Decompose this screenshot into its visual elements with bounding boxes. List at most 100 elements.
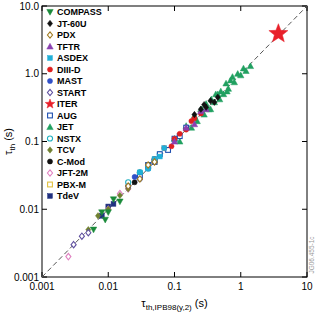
legend-marker [47, 89, 52, 95]
legend-label: TdeV [57, 191, 79, 201]
data-point [137, 170, 142, 175]
data-point [183, 124, 189, 130]
legend-label: MAST [57, 76, 83, 86]
data-point [117, 199, 123, 205]
data-point [90, 227, 96, 233]
legend-marker [48, 113, 53, 118]
data-point [231, 79, 237, 85]
x-tick-label: 0.001 [29, 281, 54, 292]
y-tick [42, 141, 47, 142]
legend-label: JET [57, 122, 74, 132]
x-tick [108, 6, 109, 11]
data-point [132, 174, 137, 179]
data-point [146, 162, 151, 168]
legend-marker [47, 9, 53, 15]
data-point [117, 192, 122, 198]
data-point [177, 138, 183, 144]
y-tick-label: 0.01 [20, 204, 40, 215]
data-point [146, 163, 151, 168]
reference-line [42, 6, 307, 277]
legend-marker [45, 99, 55, 108]
legend-label: JFT-2M [57, 168, 88, 178]
data-point [224, 88, 230, 94]
plot-area [42, 6, 307, 277]
data-point [171, 138, 177, 144]
legend-marker [47, 43, 53, 49]
y-tick [42, 73, 47, 74]
legend-marker [47, 147, 52, 153]
x-tick-label: 0.01 [99, 281, 119, 292]
x-tick-label: 0.1 [168, 281, 182, 292]
legend: COMPASSJT-60UPDXTFTRASDEXDIII-DMASTSTART… [45, 7, 102, 201]
data-point [146, 162, 151, 167]
x-tick [174, 6, 175, 11]
legend-label: NSTX [57, 134, 81, 144]
y-tick [302, 277, 307, 278]
data-point [269, 24, 288, 42]
data-point [79, 233, 84, 239]
plot-frame [42, 6, 307, 277]
data-point [212, 99, 217, 105]
data-point [162, 146, 167, 151]
y-tick-label: 0.001 [14, 272, 39, 283]
y-tick [42, 6, 47, 7]
legend-marker [48, 56, 53, 61]
data-point [86, 230, 91, 236]
data-point [146, 163, 151, 168]
y-tick [302, 209, 307, 210]
x-tick-label: 1 [238, 281, 244, 292]
data-point [247, 63, 253, 69]
y-tick-label: 10.0 [20, 1, 40, 12]
legend-label: DIII-D [57, 65, 81, 75]
data-point [152, 159, 157, 165]
legend-marker [47, 78, 52, 83]
y-tick-label: 1.0 [25, 68, 39, 79]
y-tick-label: 0.1 [25, 136, 39, 147]
x-tick [174, 272, 175, 277]
legend-marker [47, 136, 52, 141]
chart: 0.0010.010.11100.0010.010.11.010.0τth,IP… [0, 0, 317, 317]
data-point [169, 144, 174, 149]
data-point [215, 94, 220, 100]
legend-marker [47, 170, 52, 176]
label-part: (s) [192, 297, 208, 309]
data-point [162, 146, 167, 151]
label-sub: th,IPB98(y,2) [146, 303, 192, 312]
y-tick [42, 209, 47, 210]
data-point [95, 213, 100, 219]
y-axis-label: τth (s) [2, 128, 17, 155]
annotation: JG06.455-1c [308, 236, 315, 274]
label-sub: th [8, 144, 17, 151]
data-point [110, 197, 116, 203]
x-tick [240, 6, 241, 11]
data-point [137, 170, 142, 175]
data-point [202, 101, 207, 107]
data-point [99, 210, 105, 216]
data-point [137, 176, 142, 182]
x-tick [42, 6, 43, 11]
legend-label: TCV [57, 145, 75, 155]
legend-label: COMPASS [57, 7, 102, 17]
x-tick [108, 272, 109, 277]
legend-label: START [57, 88, 87, 98]
legend-marker [47, 32, 52, 38]
label-part: (s) [2, 128, 14, 144]
legend-label: PBX-M [57, 180, 86, 190]
data-point [126, 183, 131, 188]
legend-label: AUG [57, 111, 77, 121]
data-point [152, 159, 157, 164]
x-tick-label: 10 [301, 281, 313, 292]
y-tick [302, 73, 307, 74]
data-point [132, 180, 137, 185]
data-point [66, 253, 71, 259]
x-tick [240, 272, 241, 277]
data-point [137, 176, 142, 181]
legend-label: C-Mod [57, 157, 85, 167]
data-point [105, 210, 111, 216]
data-point [191, 121, 197, 127]
data-point [137, 170, 142, 175]
legend-marker [47, 20, 52, 26]
legend-marker [47, 159, 52, 164]
legend-marker [48, 182, 53, 187]
data-point [184, 125, 189, 130]
